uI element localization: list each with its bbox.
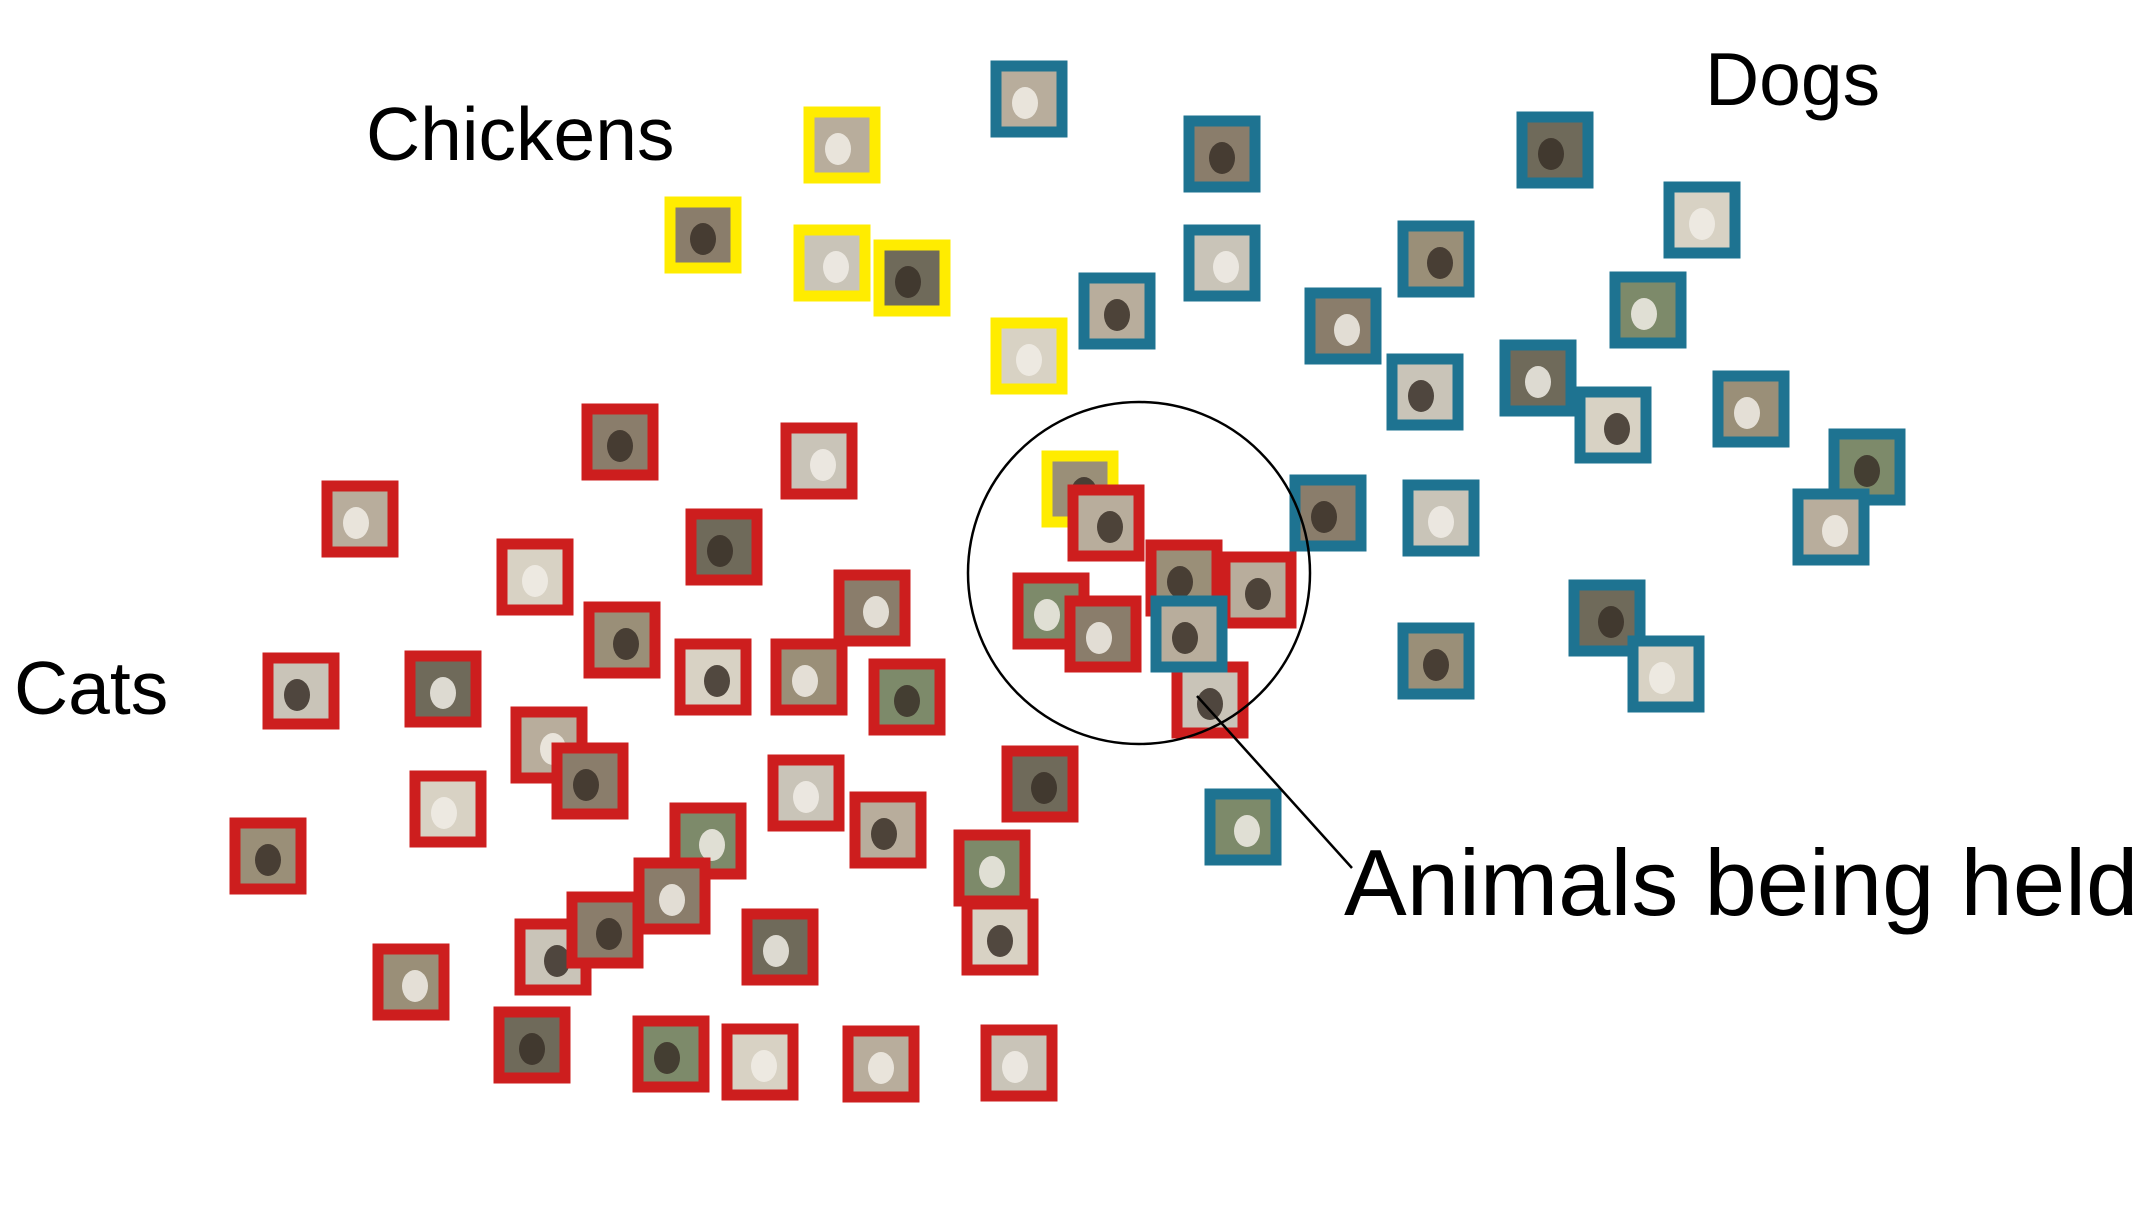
thumbnail-layer	[229, 60, 1906, 1103]
dog-thumbnail	[1516, 111, 1594, 189]
callout-leader-line	[1196, 695, 1353, 869]
callout-label: Animals being held	[1344, 830, 2136, 935]
chicken-thumbnail	[873, 239, 951, 317]
dog-thumbnail	[1289, 474, 1367, 552]
cat-thumbnail	[741, 908, 819, 986]
cat-thumbnail	[674, 638, 752, 716]
held-animals-callout	[966, 400, 1353, 869]
cat-thumbnail	[842, 1025, 920, 1103]
dog-thumbnail	[1609, 271, 1687, 349]
dog-thumbnail	[1183, 224, 1261, 302]
cat-thumbnail	[372, 943, 450, 1021]
cat-thumbnail	[849, 791, 927, 869]
dog-thumbnail	[1712, 370, 1790, 448]
cat-thumbnail	[770, 638, 848, 716]
dog-thumbnail	[1386, 353, 1464, 431]
dog-thumbnail	[1663, 181, 1741, 259]
cat-thumbnail	[1171, 661, 1249, 739]
cat-thumbnail	[321, 480, 399, 558]
cat-thumbnail	[961, 898, 1039, 976]
dog-thumbnail	[990, 60, 1068, 138]
cat-thumbnail	[1067, 484, 1145, 562]
dog-thumbnail	[1204, 788, 1282, 866]
cat-thumbnail	[633, 857, 711, 935]
dog-thumbnail	[1574, 386, 1652, 464]
chickens-label: Chickens	[366, 92, 674, 176]
cat-thumbnail	[685, 508, 763, 586]
cats-label: Cats	[14, 646, 168, 730]
dog-thumbnail	[1402, 479, 1480, 557]
cat-thumbnail	[868, 658, 946, 736]
dog-thumbnail	[1183, 115, 1261, 193]
chicken-thumbnail	[793, 224, 871, 302]
dog-thumbnail	[1078, 272, 1156, 350]
cat-thumbnail	[566, 891, 644, 969]
chicken-thumbnail	[803, 106, 881, 184]
dog-thumbnail	[1792, 488, 1870, 566]
cat-thumbnail	[833, 569, 911, 647]
dog-thumbnail	[1397, 220, 1475, 298]
cat-thumbnail	[780, 422, 858, 500]
cat-thumbnail	[404, 650, 482, 728]
cat-thumbnail	[721, 1023, 799, 1101]
cat-thumbnail	[229, 817, 307, 895]
chicken-thumbnail	[990, 317, 1068, 395]
cat-thumbnail	[980, 1024, 1058, 1102]
cat-thumbnail	[953, 829, 1031, 907]
dog-thumbnail	[1150, 595, 1228, 673]
cat-thumbnail	[496, 538, 574, 616]
dog-thumbnail	[1499, 339, 1577, 417]
callout-circle	[966, 400, 1312, 746]
cat-thumbnail	[409, 770, 487, 848]
cat-thumbnail	[632, 1015, 710, 1093]
cat-thumbnail	[581, 403, 659, 481]
dog-thumbnail	[1627, 635, 1705, 713]
cat-thumbnail	[1001, 745, 1079, 823]
cat-thumbnail	[767, 754, 845, 832]
cat-thumbnail	[583, 601, 661, 679]
cat-thumbnail	[1064, 595, 1142, 673]
dogs-label: Dogs	[1705, 37, 1880, 121]
dog-thumbnail	[1568, 579, 1646, 657]
cat-thumbnail	[551, 742, 629, 820]
cat-thumbnail	[1219, 551, 1297, 629]
dog-thumbnail	[1304, 287, 1382, 365]
chicken-thumbnail	[664, 196, 742, 274]
dog-thumbnail	[1397, 622, 1475, 700]
cat-thumbnail	[493, 1006, 571, 1084]
cat-thumbnail	[262, 652, 340, 730]
